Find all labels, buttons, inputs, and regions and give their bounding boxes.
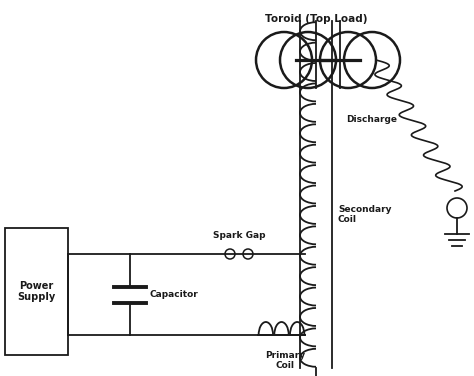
Text: Toroid (Top Load): Toroid (Top Load) xyxy=(265,14,367,24)
Text: Secondary
Coil: Secondary Coil xyxy=(338,205,392,224)
Text: Primary
Coil: Primary Coil xyxy=(265,351,306,370)
Circle shape xyxy=(225,249,235,259)
Text: Spark Gap: Spark Gap xyxy=(213,231,265,240)
Text: Power
Supply: Power Supply xyxy=(18,281,55,302)
Circle shape xyxy=(243,249,253,259)
Bar xyxy=(5,228,68,355)
Text: Capacitor: Capacitor xyxy=(150,290,199,299)
Text: Discharge: Discharge xyxy=(346,115,397,124)
